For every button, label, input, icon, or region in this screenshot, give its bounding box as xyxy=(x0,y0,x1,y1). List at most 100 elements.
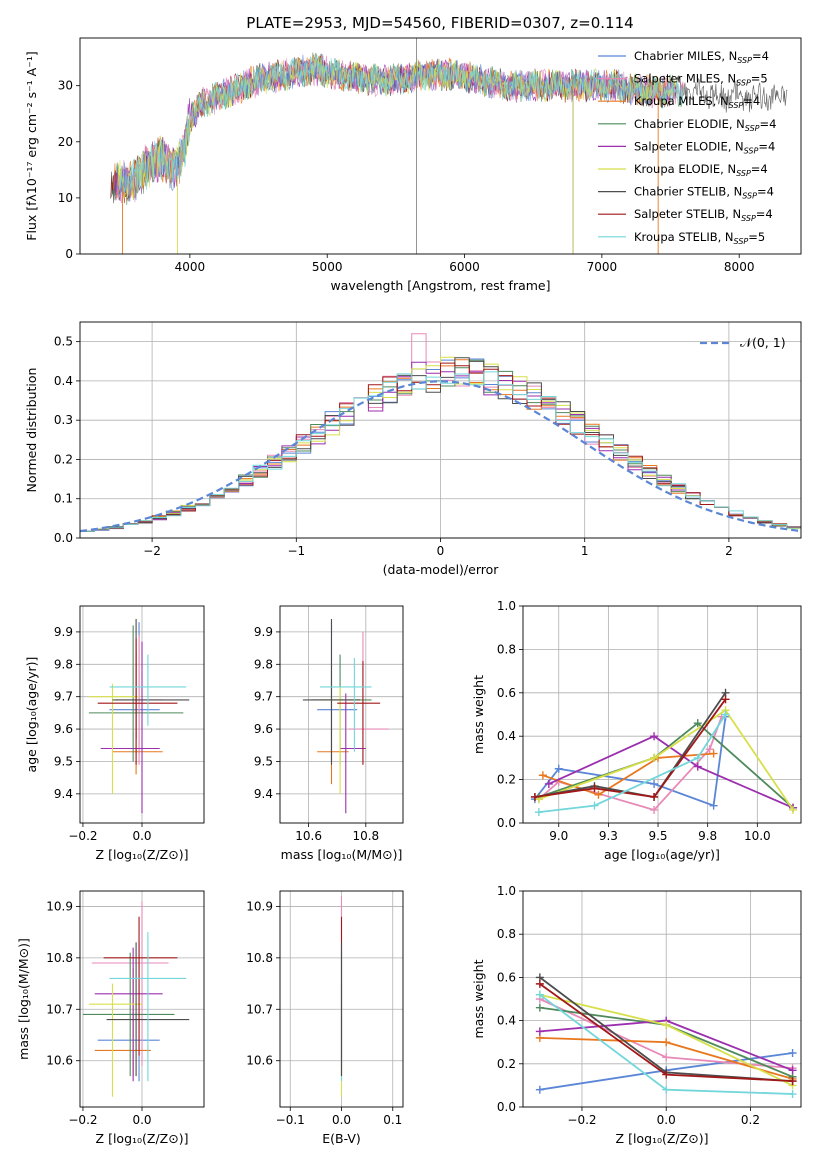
weight-point xyxy=(693,753,702,762)
plot-area xyxy=(530,688,798,817)
y-tick-label: 9.4 xyxy=(54,787,73,801)
x-tick-label: −0.2 xyxy=(68,1113,97,1127)
weight-point xyxy=(662,1070,671,1079)
x-tick-label: 0.0 xyxy=(657,1113,676,1127)
weight-point xyxy=(534,808,543,817)
y-axis-label: age [log₁₀(age/yr)] xyxy=(24,657,39,773)
weight-point xyxy=(650,792,659,801)
panel-spectrum: 4000 5000 6000 7000 8000 0 10 20 30 wavelength [A… xyxy=(24,37,802,293)
y-tick-label: 10.9 xyxy=(246,899,273,913)
x-axis-label: Z [log₁₀(Z/Z⊙)] xyxy=(96,847,189,862)
x-tick-label: 5000 xyxy=(312,260,343,274)
plot-area xyxy=(109,38,788,254)
weight-point xyxy=(535,979,544,988)
y-tick-label: 10.8 xyxy=(46,951,73,965)
legend-label: Salpeter MILES, NSSP=5 xyxy=(634,72,768,88)
y-tick-label: 0.2 xyxy=(54,452,73,466)
y-tick-label: 0.0 xyxy=(54,531,73,545)
x-tick-label: 0.1 xyxy=(383,1113,402,1127)
legend-label: Chabrier MILES, NSSP=4 xyxy=(634,49,769,65)
x-tick-label: 0.2 xyxy=(741,1113,760,1127)
x-tick-label: −0.2 xyxy=(68,829,97,843)
x-tick-label: 6000 xyxy=(449,260,480,274)
y-tick-label: 10.7 xyxy=(46,1002,73,1016)
y-tick-label: 10.7 xyxy=(246,1002,273,1016)
axes-frame xyxy=(79,890,205,1108)
weight-point xyxy=(650,779,659,788)
y-axis-label: mass weight xyxy=(471,675,486,754)
weight-point xyxy=(538,771,547,780)
x-tick-label: −0.2 xyxy=(567,1113,596,1127)
weight-point xyxy=(721,695,730,704)
weight-point xyxy=(662,1085,671,1094)
y-tick-label: 10.8 xyxy=(246,951,273,965)
x-tick-label: 1 xyxy=(581,544,589,558)
weight-point xyxy=(594,790,603,799)
weight-point xyxy=(693,719,702,728)
x-tick-label: −1 xyxy=(287,544,305,558)
y-tick-label: 9.7 xyxy=(254,690,273,704)
y-tick-label: 10.6 xyxy=(46,1054,73,1068)
y-tick-label: 9.9 xyxy=(54,625,73,639)
y-axis-label: Flux [fλ10⁻¹⁷ erg cm⁻² s⁻¹ A⁻¹] xyxy=(24,51,39,240)
y-tick-label: 0.5 xyxy=(54,335,73,349)
plot-area xyxy=(535,973,797,1099)
spectrum-line xyxy=(118,52,685,193)
panel-residual-hist: −2 −1 0 1 2 0.0 0.1 0.2 0.3 0.4 0.5 (data-model)/er… xyxy=(24,321,802,577)
weight-point xyxy=(789,805,798,814)
plot-area xyxy=(302,618,389,814)
x-axis-label: E(B-V) xyxy=(322,1131,361,1146)
axes-frame xyxy=(522,890,802,1108)
weight-point xyxy=(788,1077,797,1086)
weight-line xyxy=(538,708,794,811)
axes-frame xyxy=(79,37,802,255)
x-tick-label: 2 xyxy=(725,544,733,558)
y-axis-label: mass weight xyxy=(471,959,486,1038)
y-tick-label: 0.8 xyxy=(497,927,516,941)
y-tick-label: 0.0 xyxy=(497,816,516,830)
x-tick-label: −2 xyxy=(143,544,161,558)
figure-title: PLATE=2953, MJD=54560, FIBERID=0307, z=0… xyxy=(246,14,633,32)
weight-point xyxy=(535,1027,544,1036)
weight-point xyxy=(662,1053,671,1062)
x-tick-label: 9.3 xyxy=(599,829,618,843)
y-tick-label: 9.6 xyxy=(54,722,73,736)
legend-label: Salpeter ELODIE, NSSP=4 xyxy=(634,139,775,155)
weight-point xyxy=(544,779,553,788)
weight-line xyxy=(548,735,794,809)
weight-point xyxy=(709,749,718,758)
y-tick-label: 10.9 xyxy=(46,899,73,913)
y-tick-label: 1.0 xyxy=(497,599,516,613)
legend-label: Kroupa MILES, NSSP=4 xyxy=(634,94,760,110)
y-tick-label: 20 xyxy=(58,135,73,149)
y-tick-label: 0.6 xyxy=(497,686,516,700)
weight-point xyxy=(705,745,714,754)
y-axis-label: mass [log₁₀(M/M⊙)] xyxy=(16,938,31,1060)
weight-point xyxy=(662,1020,671,1029)
y-tick-label: 1.0 xyxy=(497,884,516,898)
x-tick-label: 0 xyxy=(437,544,445,558)
x-axis-label: age [log₁₀(age/yr)] xyxy=(604,847,720,862)
x-tick-label: 10.6 xyxy=(295,829,322,843)
y-tick-label: 0.4 xyxy=(54,374,73,388)
x-axis-label: mass [log₁₀(M/M⊙)] xyxy=(281,847,403,862)
x-tick-label: 8000 xyxy=(724,260,755,274)
weight-point xyxy=(650,732,659,741)
panel-age-vs-mass: 10.6 10.8 9.4 9.5 9.6 9.7 9.8 9.9 mass [log₁₀(M/… xyxy=(254,605,404,862)
axes-frame xyxy=(522,605,802,824)
y-tick-label: 0.2 xyxy=(497,1057,516,1071)
x-tick-label: 4000 xyxy=(175,260,206,274)
x-tick-label: 10.8 xyxy=(352,829,379,843)
weight-point xyxy=(662,1038,671,1047)
axes-frame xyxy=(79,605,205,824)
weight-point xyxy=(530,792,539,801)
x-axis-label: Z [log₁₀(Z/Z⊙)] xyxy=(96,1131,189,1146)
plot-area xyxy=(88,618,190,814)
normal-curve xyxy=(79,380,802,533)
legend-spectrum: Chabrier MILES, NSSP=4 Salpeter MILES, NS… xyxy=(598,49,776,246)
y-axis-label: Normed distribution xyxy=(24,368,39,493)
legend-residual: 𝒩(0, 1) xyxy=(700,335,786,350)
y-tick-label: 0.1 xyxy=(54,492,73,506)
